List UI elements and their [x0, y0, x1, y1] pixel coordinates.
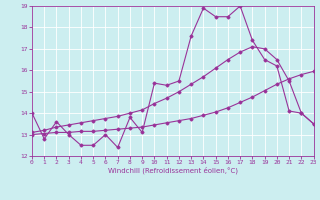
X-axis label: Windchill (Refroidissement éolien,°C): Windchill (Refroidissement éolien,°C) [108, 167, 238, 174]
